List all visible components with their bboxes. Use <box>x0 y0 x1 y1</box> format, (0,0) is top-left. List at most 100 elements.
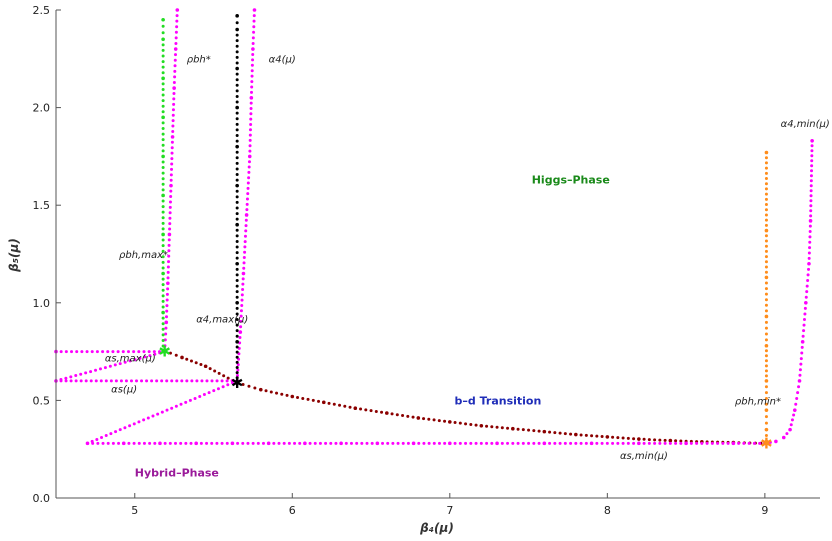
data-point <box>170 135 175 139</box>
data-point <box>137 420 141 424</box>
data-point <box>764 359 768 363</box>
data-point <box>511 426 515 431</box>
data-point <box>252 19 256 23</box>
data-point <box>764 415 768 419</box>
data-point <box>160 379 164 383</box>
data-point <box>516 441 520 445</box>
data-point <box>808 230 812 234</box>
data-point <box>250 80 254 84</box>
data-point <box>167 254 171 258</box>
data-point <box>168 222 172 226</box>
data-point <box>235 117 239 121</box>
data-point <box>386 441 390 445</box>
data-point <box>127 441 131 445</box>
data-point <box>166 265 170 269</box>
data-point <box>175 14 179 18</box>
data-point <box>764 421 768 425</box>
data-point <box>161 132 165 136</box>
data-point <box>406 414 410 418</box>
data-point <box>235 301 239 305</box>
data-point <box>764 298 768 302</box>
data-point <box>721 441 725 445</box>
data-point <box>160 410 164 414</box>
x-tick-label: 5 <box>131 504 138 517</box>
data-point <box>764 379 769 383</box>
data-point <box>764 234 768 238</box>
data-point <box>69 379 73 383</box>
data-point <box>179 441 183 445</box>
annotation-layer: ρbh* α4(μ) α4,min(μ) ρbh,max* α4,max(μ) αs,ma… <box>105 55 830 480</box>
data-point <box>172 86 176 90</box>
data-point <box>432 441 436 445</box>
data-point <box>244 213 249 217</box>
data-point <box>239 314 243 318</box>
data-point <box>244 218 248 222</box>
data-point <box>161 31 165 35</box>
data-point <box>109 379 113 383</box>
data-point <box>180 379 184 383</box>
data-point <box>166 270 170 274</box>
data-point <box>764 270 768 274</box>
data-point <box>548 430 552 434</box>
data-point <box>217 371 221 375</box>
data-point <box>301 396 305 400</box>
data-point <box>241 287 245 291</box>
data-point <box>235 33 239 37</box>
data-point <box>432 418 436 422</box>
data-point <box>225 441 229 445</box>
data-point <box>293 441 297 445</box>
data-point <box>632 441 636 445</box>
data-point <box>150 379 154 383</box>
data-point <box>153 441 157 445</box>
data-point <box>542 441 547 446</box>
data-point <box>173 53 177 57</box>
x-tick-label: 9 <box>761 504 768 517</box>
data-point <box>548 441 552 445</box>
data-point <box>235 318 239 322</box>
data-point <box>241 277 245 281</box>
data-point <box>202 393 206 397</box>
data-point <box>235 150 239 154</box>
data-point <box>427 417 431 421</box>
data-point <box>161 121 165 125</box>
y-tick-label: 2.5 <box>33 4 51 17</box>
data-point <box>537 429 541 433</box>
annotation-rho-bh-star: ρbh* <box>187 55 211 66</box>
data-point <box>158 441 162 446</box>
data-point <box>800 345 804 349</box>
data-point <box>406 441 410 445</box>
data-point <box>104 379 108 383</box>
data-point <box>91 441 95 445</box>
data-point <box>764 349 768 353</box>
data-point <box>161 349 165 354</box>
data-point <box>764 303 768 307</box>
data-point <box>161 93 165 97</box>
data-point <box>637 437 641 441</box>
data-point <box>235 195 239 199</box>
data-point <box>243 245 247 249</box>
data-point <box>764 197 768 201</box>
data-point <box>245 197 249 201</box>
data-point <box>803 306 807 310</box>
data-point <box>764 187 768 191</box>
data-point <box>172 102 176 106</box>
data-point <box>220 441 224 445</box>
data-point <box>809 174 813 178</box>
data-point <box>235 72 239 76</box>
data-point <box>247 176 251 180</box>
data-point <box>810 169 814 173</box>
data-point <box>764 320 768 324</box>
series-layer: ✱ ✱ ✱ <box>54 8 814 452</box>
data-point <box>809 214 813 218</box>
data-point <box>101 441 105 445</box>
data-point <box>161 154 165 159</box>
data-point <box>653 438 657 442</box>
y-axis-label: β₅(μ) <box>7 238 21 273</box>
data-point <box>306 397 310 401</box>
data-point <box>313 441 317 445</box>
data-point <box>84 371 88 375</box>
data-point <box>161 104 165 108</box>
data-point <box>764 228 769 233</box>
data-point <box>235 360 239 364</box>
data-point <box>168 216 172 220</box>
